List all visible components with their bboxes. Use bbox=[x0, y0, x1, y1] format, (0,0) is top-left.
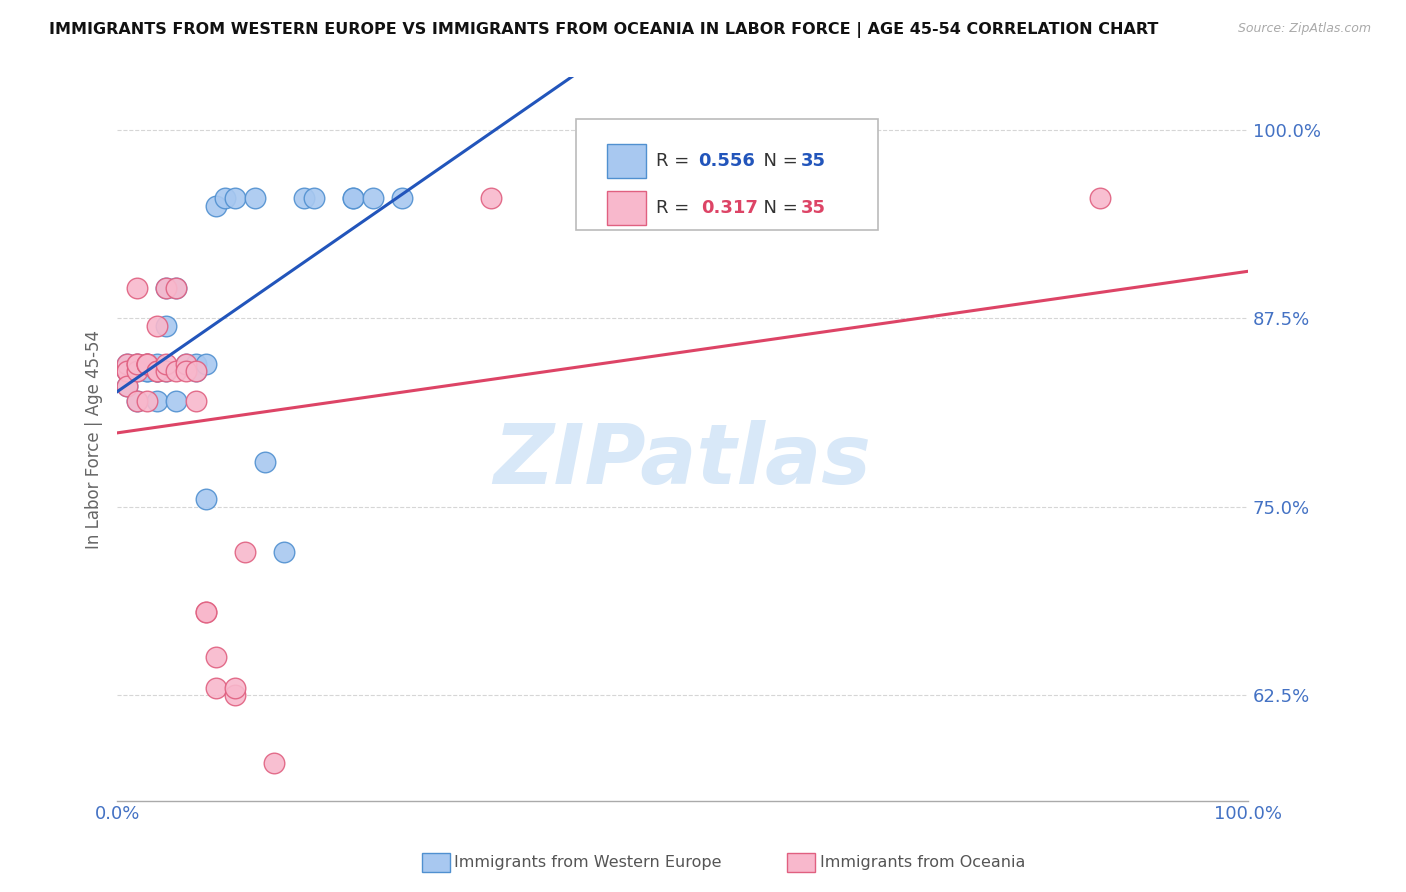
Point bbox=[204, 198, 226, 212]
Point bbox=[224, 681, 246, 695]
Point bbox=[273, 545, 295, 559]
Point bbox=[155, 281, 177, 295]
Point bbox=[135, 357, 157, 371]
Point bbox=[155, 364, 177, 378]
Text: R =: R = bbox=[657, 152, 695, 169]
Point bbox=[479, 191, 502, 205]
Point bbox=[145, 319, 167, 334]
Point bbox=[204, 681, 226, 695]
Point bbox=[125, 357, 148, 371]
Point bbox=[194, 492, 217, 507]
Point bbox=[174, 364, 197, 378]
Text: R =: R = bbox=[657, 199, 700, 217]
Point bbox=[125, 364, 148, 378]
Point bbox=[165, 281, 187, 295]
Point bbox=[145, 364, 167, 378]
Point bbox=[115, 357, 138, 371]
Point bbox=[194, 605, 217, 619]
Text: 0.556: 0.556 bbox=[699, 152, 755, 169]
Point bbox=[155, 319, 177, 334]
Point bbox=[115, 364, 138, 378]
Point bbox=[125, 394, 148, 409]
Y-axis label: In Labor Force | Age 45-54: In Labor Force | Age 45-54 bbox=[86, 329, 103, 549]
Point bbox=[155, 281, 177, 295]
Point bbox=[361, 191, 384, 205]
Point bbox=[115, 364, 138, 378]
Point bbox=[165, 281, 187, 295]
Point bbox=[1090, 191, 1112, 205]
Point bbox=[263, 756, 285, 770]
Point bbox=[253, 455, 276, 469]
Point bbox=[174, 357, 197, 371]
Point bbox=[184, 357, 207, 371]
Text: 35: 35 bbox=[801, 152, 825, 169]
Text: N =: N = bbox=[752, 199, 803, 217]
Point bbox=[115, 364, 138, 378]
Point bbox=[302, 191, 325, 205]
Point bbox=[214, 191, 236, 205]
Text: Source: ZipAtlas.com: Source: ZipAtlas.com bbox=[1237, 22, 1371, 36]
Point bbox=[224, 688, 246, 702]
Point bbox=[155, 364, 177, 378]
Point bbox=[135, 364, 157, 378]
Point bbox=[184, 364, 207, 378]
Point bbox=[342, 191, 364, 205]
Point bbox=[135, 357, 157, 371]
Text: IMMIGRANTS FROM WESTERN EUROPE VS IMMIGRANTS FROM OCEANIA IN LABOR FORCE | AGE 4: IMMIGRANTS FROM WESTERN EUROPE VS IMMIGR… bbox=[49, 22, 1159, 38]
Point bbox=[174, 357, 197, 371]
Point bbox=[125, 281, 148, 295]
Point bbox=[194, 357, 217, 371]
Point bbox=[145, 394, 167, 409]
Point bbox=[224, 191, 246, 205]
Point bbox=[292, 191, 315, 205]
Point bbox=[125, 394, 148, 409]
Point bbox=[135, 364, 157, 378]
Point bbox=[342, 191, 364, 205]
Point bbox=[184, 394, 207, 409]
Point bbox=[233, 545, 256, 559]
Point bbox=[204, 650, 226, 665]
Point bbox=[165, 394, 187, 409]
Point bbox=[125, 364, 148, 378]
Text: ZIPatlas: ZIPatlas bbox=[494, 420, 872, 501]
Point bbox=[155, 357, 177, 371]
Text: 35: 35 bbox=[801, 199, 825, 217]
Text: Immigrants from Oceania: Immigrants from Oceania bbox=[820, 855, 1025, 870]
Point bbox=[391, 191, 413, 205]
Point bbox=[145, 357, 167, 371]
Point bbox=[145, 364, 167, 378]
Point bbox=[135, 394, 157, 409]
Point bbox=[135, 357, 157, 371]
Point bbox=[184, 364, 207, 378]
Text: N =: N = bbox=[752, 152, 803, 169]
Point bbox=[145, 364, 167, 378]
Point bbox=[115, 379, 138, 393]
Point bbox=[165, 364, 187, 378]
Point bbox=[194, 605, 217, 619]
Point bbox=[125, 357, 148, 371]
Point bbox=[243, 191, 266, 205]
Point bbox=[135, 357, 157, 371]
Point bbox=[125, 357, 148, 371]
Point bbox=[115, 379, 138, 393]
Text: Immigrants from Western Europe: Immigrants from Western Europe bbox=[454, 855, 721, 870]
Point bbox=[115, 357, 138, 371]
Text: 0.317: 0.317 bbox=[702, 199, 758, 217]
Point bbox=[145, 364, 167, 378]
